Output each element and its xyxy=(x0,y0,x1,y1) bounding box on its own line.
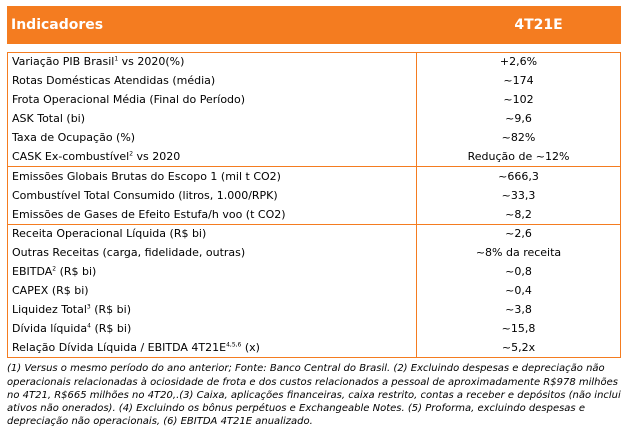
indicator-label: EBITDA2 (R$ bi) xyxy=(7,262,417,282)
indicator-label: Variação PIB Brasil1 vs 2020(%) xyxy=(7,51,417,72)
indicator-value: ~666,3 xyxy=(416,166,621,187)
indicator-label-suffix: (R$ bi) xyxy=(91,321,132,335)
indicator-label-suffix: vs 2020(%) xyxy=(118,55,185,69)
footnote-ref: 3 xyxy=(86,303,91,311)
indicator-label-suffix: (R$ bi) xyxy=(90,303,131,317)
table-row: Emissões de Gases de Efeito Estufa/h voo… xyxy=(7,205,621,226)
indicator-label: Liquidez Total3 (R$ bi) xyxy=(7,300,417,320)
indicator-value: ~8% da receita xyxy=(416,243,621,263)
indicator-label-text: ASK Total (bi) xyxy=(12,112,86,126)
indicator-value: ~9,6 xyxy=(416,109,621,129)
indicator-label-text: Frota Operacional Média (Final do Períod… xyxy=(12,93,246,107)
indicator-label: Taxa de Ocupação (%) xyxy=(7,128,417,148)
indicator-label-text: CAPEX (R$ bi) xyxy=(12,284,89,298)
table-row: Rotas Domésticas Atendidas (média) ~174 xyxy=(7,71,621,91)
indicator-value: ~82% xyxy=(416,128,621,148)
table-row: Taxa de Ocupação (%) ~82% xyxy=(7,128,621,148)
indicator-value: ~2,6 xyxy=(416,224,621,244)
indicator-label: Frota Operacional Média (Final do Períod… xyxy=(7,90,417,110)
indicator-label: CASK Ex-combustível2 vs 2020 xyxy=(7,147,417,168)
indicator-label-text: CASK Ex-combustível xyxy=(12,149,130,163)
indicator-label-text: Combustível Total Consumido (litros, 1.0… xyxy=(12,188,278,202)
indicator-value: ~33,3 xyxy=(416,186,621,206)
footnote-ref: 2 xyxy=(52,265,57,273)
indicator-value: ~3,8 xyxy=(416,300,621,320)
indicator-label-text: Receita Operacional Líquida (R$ bi) xyxy=(12,227,207,241)
indicator-label-text: Variação PIB Brasil xyxy=(12,55,115,69)
table-row: CAPEX (R$ bi) ~0,4 xyxy=(7,281,621,301)
indicator-value: ~0,4 xyxy=(416,281,621,301)
table-row: Variação PIB Brasil1 vs 2020(%) +2,6% xyxy=(7,51,621,72)
table-row: Liquidez Total3 (R$ bi) ~3,8 xyxy=(7,300,621,320)
indicator-label: Rotas Domésticas Atendidas (média) xyxy=(7,71,417,91)
indicators-table: Variação PIB Brasil1 vs 2020(%) +2,6% Rota… xyxy=(7,51,621,359)
table-row: Combustível Total Consumido (litros, 1.0… xyxy=(7,186,621,206)
indicator-value: ~8,2 xyxy=(416,205,621,226)
indicator-label-suffix: (R$ bi) xyxy=(56,265,97,279)
indicator-label-text: Taxa de Ocupação (%) xyxy=(12,131,136,144)
indicator-value: ~102 xyxy=(416,90,621,110)
indicator-label: ASK Total (bi) xyxy=(7,109,417,129)
indicator-label-text: EBITDA xyxy=(12,265,53,279)
indicator-label-text: Outras Receitas (carga, fidelidade, outr… xyxy=(12,246,246,260)
indicator-label-suffix: (x) xyxy=(241,340,260,354)
table-header: Indicadores 4T21E xyxy=(7,6,621,44)
footnote-ref: 4 xyxy=(87,322,91,330)
indicator-label: Combustível Total Consumido (litros, 1.0… xyxy=(7,186,417,206)
indicator-label-text: Liquidez Total xyxy=(12,303,87,317)
indicator-label: Dívida líquida4 (R$ bi) xyxy=(7,319,417,339)
table-row: Relação Dívida Líquida / EBITDA 4T21E4,5… xyxy=(7,338,621,359)
indicator-label: Relação Dívida Líquida / EBITDA 4T21E4,5… xyxy=(7,338,417,359)
indicator-value: ~15,8 xyxy=(416,319,621,339)
indicator-label: CAPEX (R$ bi) xyxy=(7,281,417,301)
footnote-ref: 4,5,6 xyxy=(226,341,242,349)
indicator-value: Redução de ~12% xyxy=(416,147,621,168)
footnote-ref: 1 xyxy=(114,55,119,63)
indicators-panel: Indicadores 4T21E Variação PIB Brasil1 v… xyxy=(7,6,621,429)
footnote-ref: 2 xyxy=(129,150,134,158)
indicator-label-text: Emissões Globais Brutas do Escopo 1 (mil… xyxy=(12,169,281,183)
indicator-label-text: Emissões de Gases de Efeito Estufa/h voo… xyxy=(12,207,286,221)
indicator-label: Emissões Globais Brutas do Escopo 1 (mil… xyxy=(7,166,417,187)
table-row: ASK Total (bi) ~9,6 xyxy=(7,109,621,129)
indicator-label-suffix: vs 2020 xyxy=(133,149,181,163)
indicator-value: +2,6% xyxy=(416,51,621,72)
indicator-value: ~0,8 xyxy=(416,262,621,282)
table-row: Frota Operacional Média (Final do Períod… xyxy=(7,90,621,110)
table-row: Emissões Globais Brutas do Escopo 1 (mil… xyxy=(7,166,621,187)
footnote: (1) Versus o mesmo período do ano anteri… xyxy=(7,363,621,428)
indicator-label: Emissões de Gases de Efeito Estufa/h voo… xyxy=(7,205,417,226)
indicator-label: Outras Receitas (carga, fidelidade, outr… xyxy=(7,243,417,263)
indicator-value: ~5,2x xyxy=(416,338,621,359)
indicator-label: Receita Operacional Líquida (R$ bi) xyxy=(7,224,417,244)
table-row: CASK Ex-combustível2 vs 2020 Redução de ~… xyxy=(7,147,621,168)
table-row: Dívida líquida4 (R$ bi) ~15,8 xyxy=(7,319,621,339)
indicator-value: ~174 xyxy=(416,71,621,91)
indicator-label-text: Dívida líquida xyxy=(12,321,88,335)
header-label-period: 4T21E xyxy=(514,17,563,33)
table-row: Outras Receitas (carga, fidelidade, outr… xyxy=(7,243,621,263)
table-row: EBITDA2 (R$ bi) ~0,8 xyxy=(7,262,621,282)
indicator-label-text: Rotas Domésticas Atendidas (média) xyxy=(12,74,216,88)
header-label-indicadores: Indicadores xyxy=(11,17,104,33)
table-row: Receita Operacional Líquida (R$ bi) ~2,6 xyxy=(7,224,621,244)
indicator-label-text: Relação Dívida Líquida / EBITDA 4T21E xyxy=(12,340,227,354)
